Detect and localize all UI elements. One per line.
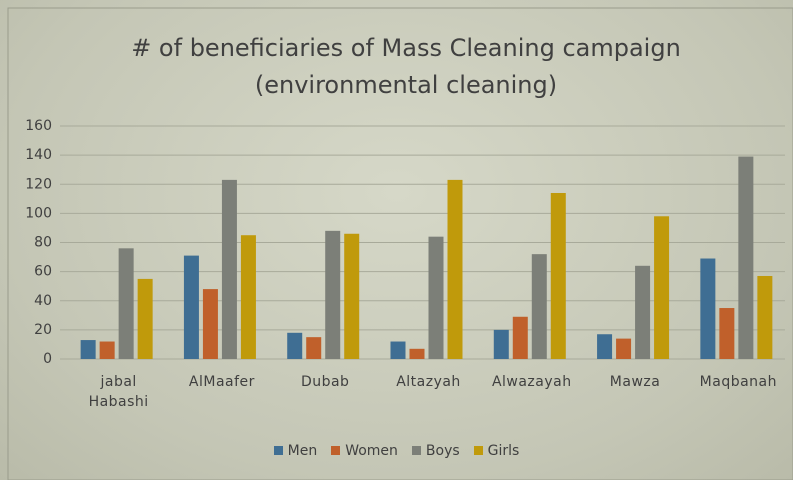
x-tick-label: jabal Habashi xyxy=(88,374,149,410)
bar xyxy=(757,275,773,359)
y-tick-label: 100 xyxy=(25,205,52,221)
bar xyxy=(390,341,406,359)
x-tick-label: Altazyah xyxy=(396,374,461,390)
bar xyxy=(428,236,444,359)
bar xyxy=(99,341,115,359)
bar xyxy=(240,235,256,359)
x-tick-label: Dubab xyxy=(300,374,350,390)
y-tick-label: 20 xyxy=(34,322,52,338)
x-tick-label: Mawza xyxy=(609,374,661,390)
y-tick-label: 60 xyxy=(34,264,52,280)
legend-label: Women xyxy=(345,443,398,459)
chart-border xyxy=(7,7,793,480)
y-tick-label: 120 xyxy=(25,176,52,192)
bar xyxy=(597,334,613,359)
bar xyxy=(700,258,716,359)
bar xyxy=(202,289,218,359)
legend-label: Girls xyxy=(487,443,520,459)
bar xyxy=(344,233,360,359)
legend-label: Men xyxy=(287,443,318,459)
bar xyxy=(616,338,632,359)
y-tick-label: 140 xyxy=(25,147,52,163)
bar xyxy=(306,337,322,359)
y-tick-label: 40 xyxy=(34,293,52,309)
bar xyxy=(719,308,735,359)
bar xyxy=(531,254,547,359)
x-tick-label: AlMaafer xyxy=(188,374,255,390)
legend-swatch xyxy=(473,446,483,455)
bar xyxy=(287,332,303,359)
bar xyxy=(221,179,237,359)
x-tick-label: Alwazayah xyxy=(491,374,572,390)
y-tick-label: 0 xyxy=(43,351,52,367)
legend-swatch xyxy=(331,446,341,455)
legend-label: Boys xyxy=(425,443,460,459)
legend: Men Women Boys Girls xyxy=(0,443,793,459)
y-tick-label: 80 xyxy=(34,235,52,251)
bar xyxy=(550,192,566,359)
legend-item: Girls xyxy=(473,443,520,459)
y-tick-label: 160 xyxy=(25,118,52,134)
bar xyxy=(183,255,199,359)
bar xyxy=(738,156,754,359)
bar xyxy=(325,230,341,359)
legend-item: Women xyxy=(331,443,398,459)
bar xyxy=(493,329,509,359)
bar xyxy=(80,340,96,359)
bar xyxy=(118,248,134,359)
legend-item: Boys xyxy=(411,443,460,459)
bar xyxy=(137,278,153,359)
legend-swatch xyxy=(273,446,283,455)
bar xyxy=(654,216,670,359)
bar xyxy=(635,265,651,359)
legend-swatch xyxy=(411,446,421,455)
legend-item: Men xyxy=(273,443,318,459)
x-tick-label: Maqbanah xyxy=(699,374,778,390)
bar xyxy=(447,179,463,359)
bar xyxy=(512,316,528,359)
chart-title: # of beneficiaries of Mass Cleaning camp… xyxy=(131,34,681,99)
bar xyxy=(409,348,425,359)
